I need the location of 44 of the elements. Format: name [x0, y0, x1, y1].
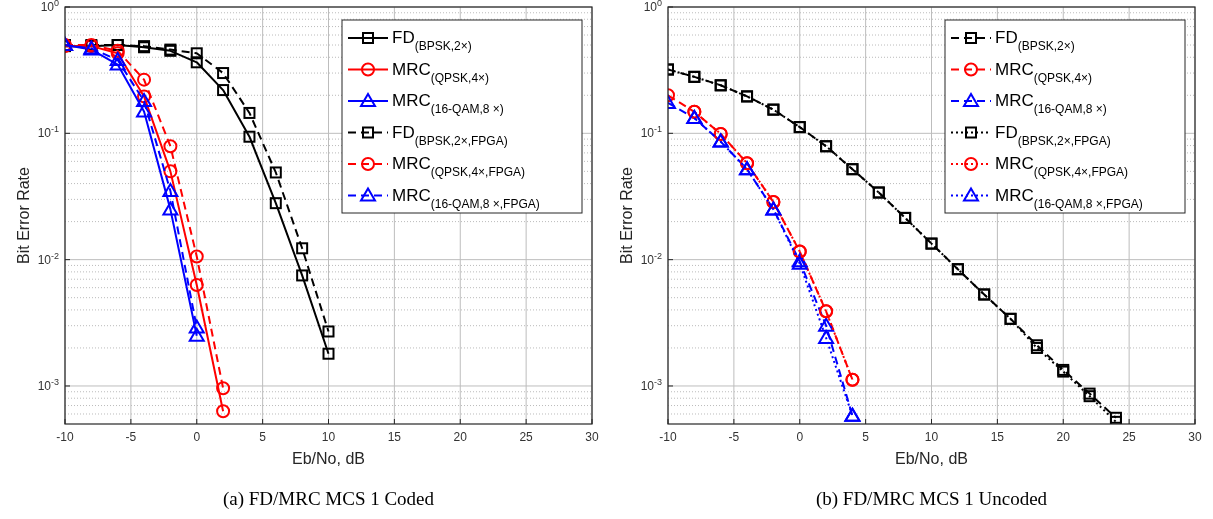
text: (b) FD/MRC MCS 1 Uncoded: [815, 488, 1048, 510]
legend-label: MRC$_{(16-QAM,8 ×)}$: [995, 91, 1107, 116]
y-tick-label: 10$^{-1}$: [37, 124, 59, 141]
y-tick-label: 10$^{-1}$: [640, 124, 662, 141]
y-tick-label: 10$^{-2}$: [640, 250, 662, 267]
legend-label: MRC$_{(16-QAM,8 ×,FPGA)}$: [995, 185, 1143, 211]
legend-label: MRC$_{(QPSK,4×)}$: [995, 59, 1093, 85]
x-tick-label: 10: [321, 430, 336, 444]
legend-label: MRC$_{(QPSK,4×,FPGA)}$: [995, 154, 1129, 179]
x-tick-label: 25: [1122, 430, 1137, 444]
x-tick-label: 5: [259, 430, 267, 444]
y-tick-label: 10$^{-2}$: [37, 250, 59, 267]
x-tick-label: -5: [728, 430, 740, 444]
y-axis-title: Bit Error Rate: [618, 166, 635, 264]
legend-label: FD$_{(BPSK,2×)}$: [392, 28, 472, 53]
legend-label: MRC$_{(16-QAM,8 ×,FPGA)}$: [392, 185, 540, 211]
text: (a) FD/MRC MCS 1 Coded: [222, 488, 435, 510]
x-tick-label: 0: [796, 430, 804, 444]
x-tick-label: -10: [659, 430, 677, 444]
legend-label: FD$_{(BPSK,2×,FPGA)}$: [392, 122, 508, 148]
x-tick-label: 20: [1056, 430, 1071, 444]
legend-label: MRC$_{(16-QAM,8 ×)}$: [392, 91, 504, 116]
x-axis-title: Eb/No, dB: [292, 450, 365, 467]
x-axis-title: Eb/No, dB: [895, 450, 968, 467]
y-tick-label: 10$^{0}$: [40, 0, 59, 14]
x-tick-label: 30: [1188, 430, 1202, 444]
x-tick-label: 10: [924, 430, 939, 444]
y-tick-label: 10$^{-3}$: [37, 376, 59, 393]
y-tick-label: 10$^{-3}$: [640, 376, 662, 393]
x-tick-label: 15: [990, 430, 1005, 444]
legend-label: FD$_{(BPSK,2×)}$: [995, 28, 1075, 53]
x-tick-label: -5: [125, 430, 137, 444]
legend-label: MRC$_{(QPSK,4×)}$: [392, 59, 490, 85]
y-axis-title: Bit Error Rate: [15, 166, 32, 264]
legend-label: MRC$_{(QPSK,4×,FPGA)}$: [392, 154, 526, 179]
x-tick-label: 30: [585, 430, 599, 444]
x-tick-label: -10: [56, 430, 74, 444]
x-tick-label: 20: [453, 430, 468, 444]
x-tick-label: 15: [387, 430, 402, 444]
x-tick-label: 0: [193, 430, 201, 444]
legend-label: FD$_{(BPSK,2×,FPGA)}$: [995, 122, 1111, 148]
x-tick-label: 25: [519, 430, 534, 444]
x-tick-label: 5: [862, 430, 870, 444]
y-tick-label: 10$^{0}$: [643, 0, 662, 14]
